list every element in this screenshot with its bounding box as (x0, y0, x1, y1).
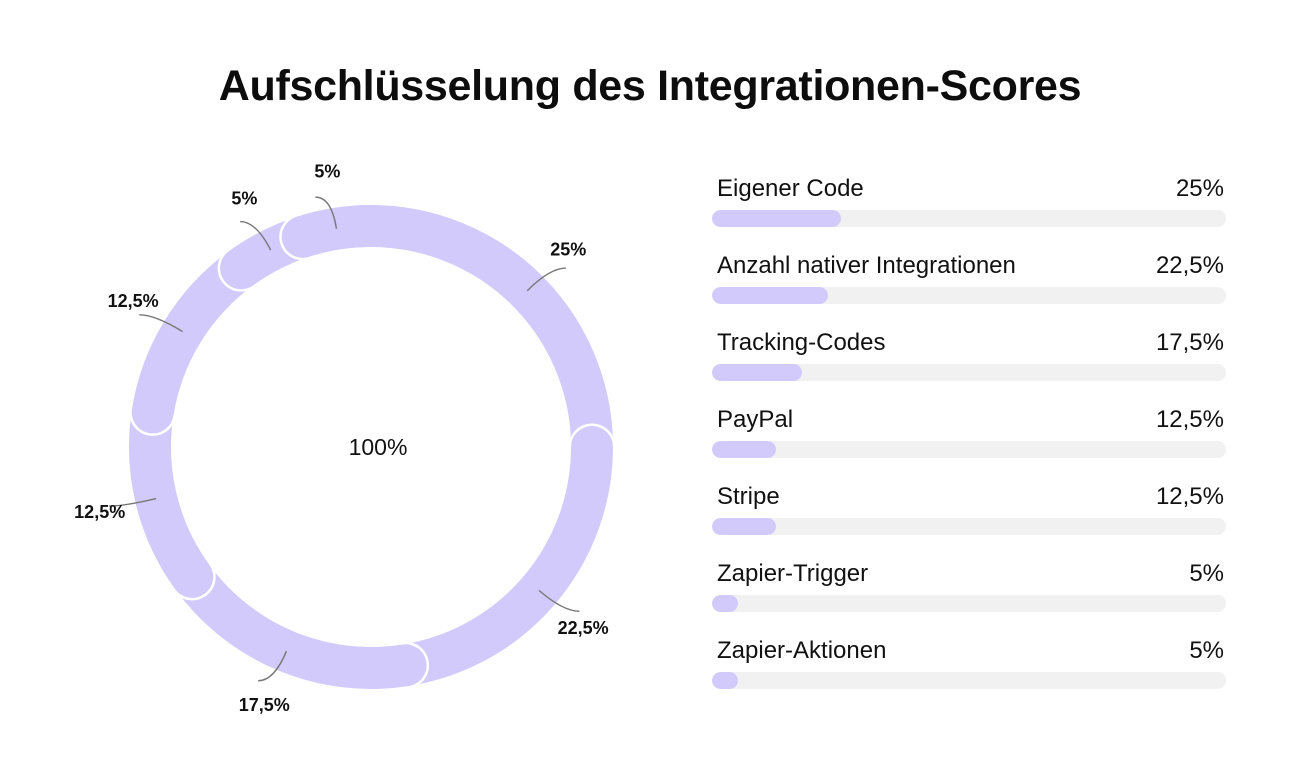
breakdown-value-label: 25% (1175, 175, 1224, 202)
leader-line (139, 314, 183, 333)
breakdown-category-label: Stripe (717, 483, 780, 510)
breakdown-bar-track (712, 595, 1226, 612)
breakdown-bar-track (712, 210, 1226, 227)
donut-center-label: 100% (349, 434, 408, 460)
breakdown-value-label: 22,5% (1155, 252, 1224, 279)
leader-lines (108, 196, 580, 682)
breakdown-bar-fill (712, 595, 738, 612)
breakdown-row: Tracking-Codes 17,5% (712, 326, 1226, 403)
breakdown-bar-track (712, 441, 1226, 458)
donut-slice-3 (168, 551, 427, 689)
breakdown-value-label: 5% (1189, 560, 1224, 587)
breakdown-row: Stripe 12,5% (712, 480, 1226, 557)
leader-line (240, 220, 272, 251)
chart-title: Aufschlüsselung des Integrationen-Scores (218, 62, 1082, 110)
slice-value-label: 22,5% (558, 618, 609, 638)
breakdown-bar-track (712, 287, 1226, 304)
breakdown-row-header: Anzahl nativer Integrationen 22,5% (712, 249, 1226, 283)
slice-value-label: 25% (550, 240, 586, 260)
breakdown-row-header: Zapier-Aktionen 5% (712, 634, 1226, 668)
leader-line (315, 196, 338, 229)
leader-line (258, 650, 288, 682)
breakdown-list: Eigener Code 25% Anzahl nativer Integratio… (712, 172, 1226, 711)
breakdown-category-label: Zapier-Aktionen (717, 637, 887, 664)
breakdown-bar-fill (712, 672, 738, 689)
breakdown-category-label: Anzahl nativer Integrationen (717, 252, 1016, 279)
leader-line (526, 267, 566, 292)
donut-chart: 25% 22,5% 17,5% 12,5% 12,5% 5% 5% 100% (74, 161, 616, 715)
breakdown-value-label: 17,5% (1155, 329, 1224, 356)
breakdown-bar-fill (712, 287, 828, 304)
breakdown-row-header: Tracking-Codes 17,5% (712, 326, 1226, 360)
slice-value-label: 17,5% (239, 695, 290, 715)
breakdown-row-header: Eigener Code 25% (712, 172, 1226, 206)
donut-ring (126, 202, 616, 692)
donut-slice-1 (350, 205, 613, 474)
donut-slice-2 (379, 426, 613, 688)
slice-value-label: 5% (314, 161, 340, 181)
breakdown-bar-track (712, 672, 1226, 689)
breakdown-bar-track (712, 364, 1226, 381)
breakdown-value-label: 12,5% (1155, 483, 1224, 510)
breakdown-row: Eigener Code 25% (712, 172, 1226, 249)
slice-value-label: 5% (231, 188, 257, 208)
breakdown-row: PayPal 12,5% (712, 403, 1226, 480)
leader-line (538, 589, 580, 613)
breakdown-row-header: PayPal 12,5% (712, 403, 1226, 437)
breakdown-bar-fill (712, 518, 777, 535)
breakdown-row-header: Zapier-Trigger 5% (712, 557, 1226, 591)
breakdown-bar-fill (712, 364, 802, 381)
donut-slice-1-cap (354, 205, 405, 250)
breakdown-bar-track (712, 518, 1226, 535)
breakdown-value-label: 12,5% (1155, 406, 1224, 433)
breakdown-category-label: Zapier-Trigger (717, 560, 869, 587)
breakdown-category-label: Tracking-Codes (717, 329, 886, 356)
breakdown-bar-fill (712, 210, 841, 227)
leader-line (108, 497, 157, 507)
breakdown-row: Zapier-Aktionen 5% (712, 634, 1226, 711)
breakdown-category-label: Eigener Code (717, 175, 864, 202)
breakdown-row-header: Stripe 12,5% (712, 480, 1226, 514)
breakdown-row: Anzahl nativer Integrationen 22,5% (712, 249, 1226, 326)
slice-value-label: 12,5% (74, 502, 125, 522)
breakdown-value-label: 5% (1189, 637, 1224, 664)
breakdown-bar-fill (712, 441, 777, 458)
breakdown-category-label: PayPal (717, 406, 794, 433)
breakdown-row: Zapier-Trigger 5% (712, 557, 1226, 634)
slice-value-label: 12,5% (108, 291, 159, 311)
